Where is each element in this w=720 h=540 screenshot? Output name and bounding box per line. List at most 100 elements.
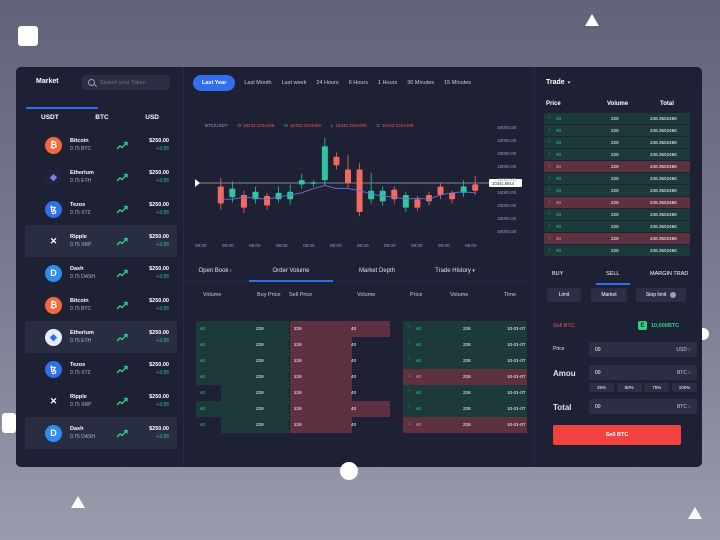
orderbook-row[interactable]: ↓ 40 226 248.3502486 <box>544 197 690 209</box>
table-row[interactable]: 40 226 226 40 <box>196 385 392 401</box>
percent-buttons: 25% 50% 75% 100% <box>589 383 697 392</box>
pct-25-button[interactable]: 25% <box>589 383 614 392</box>
sell-volume-bar <box>290 417 352 433</box>
coin-row[interactable]: ✕ Ripple 0.75 XRP $250.00 +3.95 <box>25 225 177 257</box>
time-tab[interactable]: 24 Hours <box>316 80 339 86</box>
coin-row[interactable]: ₿ Bitcoin 0.75 BTC $250.00 +3.95 <box>25 129 177 161</box>
coin-name: Bitcoin <box>70 298 89 304</box>
orderbook-row[interactable]: ↑ 40 226 248.3502486 <box>544 209 690 221</box>
col-volume: Volume <box>203 292 222 298</box>
tab-margin-trade[interactable]: MARGIN TRAD <box>650 271 689 277</box>
coin-row[interactable]: ꜩ Tezos 0.75 XTZ $250.00 +3.95 <box>25 353 177 385</box>
trend-up-icon <box>116 333 128 341</box>
decor-square <box>18 26 38 46</box>
col-volume-2: Volume <box>357 292 376 298</box>
pct-50-button[interactable]: 50% <box>616 383 642 392</box>
coin-row[interactable]: D Dash 0.75 DASH $250.00 +3.95 <box>25 417 177 449</box>
search-box[interactable] <box>82 75 170 90</box>
tab-buy[interactable]: BUY <box>552 271 564 277</box>
amount-input[interactable]: 00 BTC › <box>589 365 697 380</box>
tab-open-book[interactable]: Open Book › <box>198 268 232 274</box>
tab-sell[interactable]: SELL <box>606 271 620 277</box>
table-row[interactable]: ↓ 40 226 10-01-07 <box>403 417 527 433</box>
table-row[interactable]: 40 226 226 40 <box>196 337 392 353</box>
coin-row[interactable]: ◆ Etherium 0.75 ETH $250.00 +3.95 <box>25 161 177 193</box>
time-tab[interactable]: Last Year <box>193 75 236 91</box>
search-input[interactable] <box>100 79 170 86</box>
y-tick-label: 19000.00 <box>497 229 517 234</box>
table-row[interactable]: 40 226 226 40 <box>196 401 392 417</box>
buy-volume-bar <box>196 337 289 353</box>
order-type-stop-limit[interactable]: Stop limit <box>636 288 686 302</box>
coin-change: +3.95 <box>156 242 169 248</box>
table-row[interactable]: 40 226 226 40 <box>196 417 392 433</box>
x-tick-label: 09:00 <box>384 243 396 248</box>
market-title: Market <box>36 78 59 85</box>
time-tab[interactable]: Last Month <box>244 80 272 86</box>
candle-body <box>298 180 305 185</box>
sell-btc-button[interactable]: Sell BTC <box>553 425 681 445</box>
orderbook-row[interactable]: ↑ 40 226 248.3502486 <box>544 173 690 185</box>
trade-title[interactable]: Trade ▾ <box>546 79 571 86</box>
tab-btc[interactable]: BTC <box>95 114 109 121</box>
time-tab[interactable]: 6 Hours <box>348 80 368 86</box>
coin-row[interactable]: ₿ Bitcoin 0.75 BTC $250.00 +3.95 <box>25 289 177 321</box>
order-type-limit[interactable]: Limit <box>547 288 581 302</box>
time-tab[interactable]: 1 Hours <box>377 80 398 86</box>
orderbook-row[interactable]: ↑ 40 226 248.3502486 <box>544 245 690 257</box>
table-row[interactable]: 40 226 226 40 <box>196 369 392 385</box>
balance: E 10,000BTC <box>638 321 679 330</box>
orderbook-row[interactable]: ↑ 40 226 248.3502486 <box>544 113 690 125</box>
coin-row[interactable]: ◆ Etherium 0.75 ETH $250.00 +3.95 <box>25 321 177 353</box>
time-tab[interactable]: 30 Minutes <box>407 80 435 86</box>
tab-usdt[interactable]: USDT <box>41 114 59 121</box>
time-tab[interactable]: 15 Minutes <box>444 80 472 86</box>
y-tick-label: 19000.00 <box>497 138 517 143</box>
tab-order-volume[interactable]: Order Volume <box>245 262 337 282</box>
ethereum-icon: ◆ <box>45 328 62 346</box>
coin-change: +3.95 <box>156 370 169 376</box>
tezos-icon: ꜩ <box>45 360 62 378</box>
coin-row[interactable]: ✕ Ripple 0.75 XRP $250.00 +3.95 <box>25 385 177 417</box>
table-row[interactable]: ↑ 40 226 10-01-07 <box>403 337 527 353</box>
time-tab[interactable]: Last week <box>281 80 307 86</box>
dash-icon: D <box>45 424 62 442</box>
table-row[interactable]: 40 226 226 40 <box>196 321 392 337</box>
orderbook-row[interactable]: ↓ 40 226 248.3502486 <box>544 233 690 245</box>
coin-row[interactable]: ꜩ Tezos 0.75 XTZ $250.00 +3.95 <box>25 193 177 225</box>
coin-price: $250.00 <box>149 170 169 176</box>
buy-volume-bar <box>196 369 289 385</box>
table-row[interactable]: ↓ 40 226 10-01-07 <box>403 369 527 385</box>
tab-market-depth[interactable]: Market Depth <box>358 268 395 274</box>
time-range-tabs: Last Year Last Month Last week 24 Hours 6 Ho… <box>193 75 476 91</box>
orderbook-row[interactable]: ↑ 40 226 248.3502486 <box>544 221 690 233</box>
coin-row[interactable]: D Dash 0.75 DASH $250.00 +3.95 <box>25 257 177 289</box>
candle-body <box>252 191 259 200</box>
arrow-down-icon: ↓ <box>548 199 551 205</box>
order-type-market[interactable]: Market <box>591 288 627 302</box>
orderbook-row[interactable]: ↑ 40 226 248.3502486 <box>544 125 690 137</box>
coin-price: $250.00 <box>149 330 169 336</box>
tab-trade-history[interactable]: Trade History ▾ <box>435 268 475 274</box>
orderbook-row[interactable]: ↑ 40 226 248.3502486 <box>544 137 690 149</box>
table-row[interactable]: ↑ 40 226 10-01-07 <box>403 385 527 401</box>
coin-name: Tezos <box>70 362 86 368</box>
table-row[interactable]: ↑ 40 226 10-01-07 <box>403 401 527 417</box>
buy-volume-bar <box>196 401 289 417</box>
candle-body <box>287 191 294 200</box>
tab-usd[interactable]: USD <box>145 114 159 121</box>
x-tick-label: 09:00 <box>465 243 477 248</box>
orderbook-row[interactable]: ↓ 40 226 248.3502486 <box>544 161 690 173</box>
table-row[interactable]: ↑ 40 226 10-01-07 <box>403 353 527 369</box>
table-row[interactable]: ↑ 40 226 10-01-07 <box>403 321 527 337</box>
trend-up-icon <box>116 397 128 405</box>
pct-75-button[interactable]: 75% <box>644 383 670 392</box>
candlestick-chart[interactable]: 10341.8914 19000.00 19000.00 19000.00 19000.… <box>185 113 533 253</box>
pct-100-button[interactable]: 100% <box>671 383 697 392</box>
total-input[interactable]: 00 BTC › <box>589 399 697 414</box>
table-row[interactable]: 40 226 226 40 <box>196 353 392 369</box>
orderbook-row[interactable]: ↑ 40 226 248.3502486 <box>544 185 690 197</box>
coin-list: ₿ Bitcoin 0.75 BTC $250.00 +3.95 ◆ Ether… <box>25 129 177 449</box>
price-input[interactable]: 00 USD › <box>589 342 697 357</box>
orderbook-row[interactable]: ↑ 40 226 248.3502486 <box>544 149 690 161</box>
